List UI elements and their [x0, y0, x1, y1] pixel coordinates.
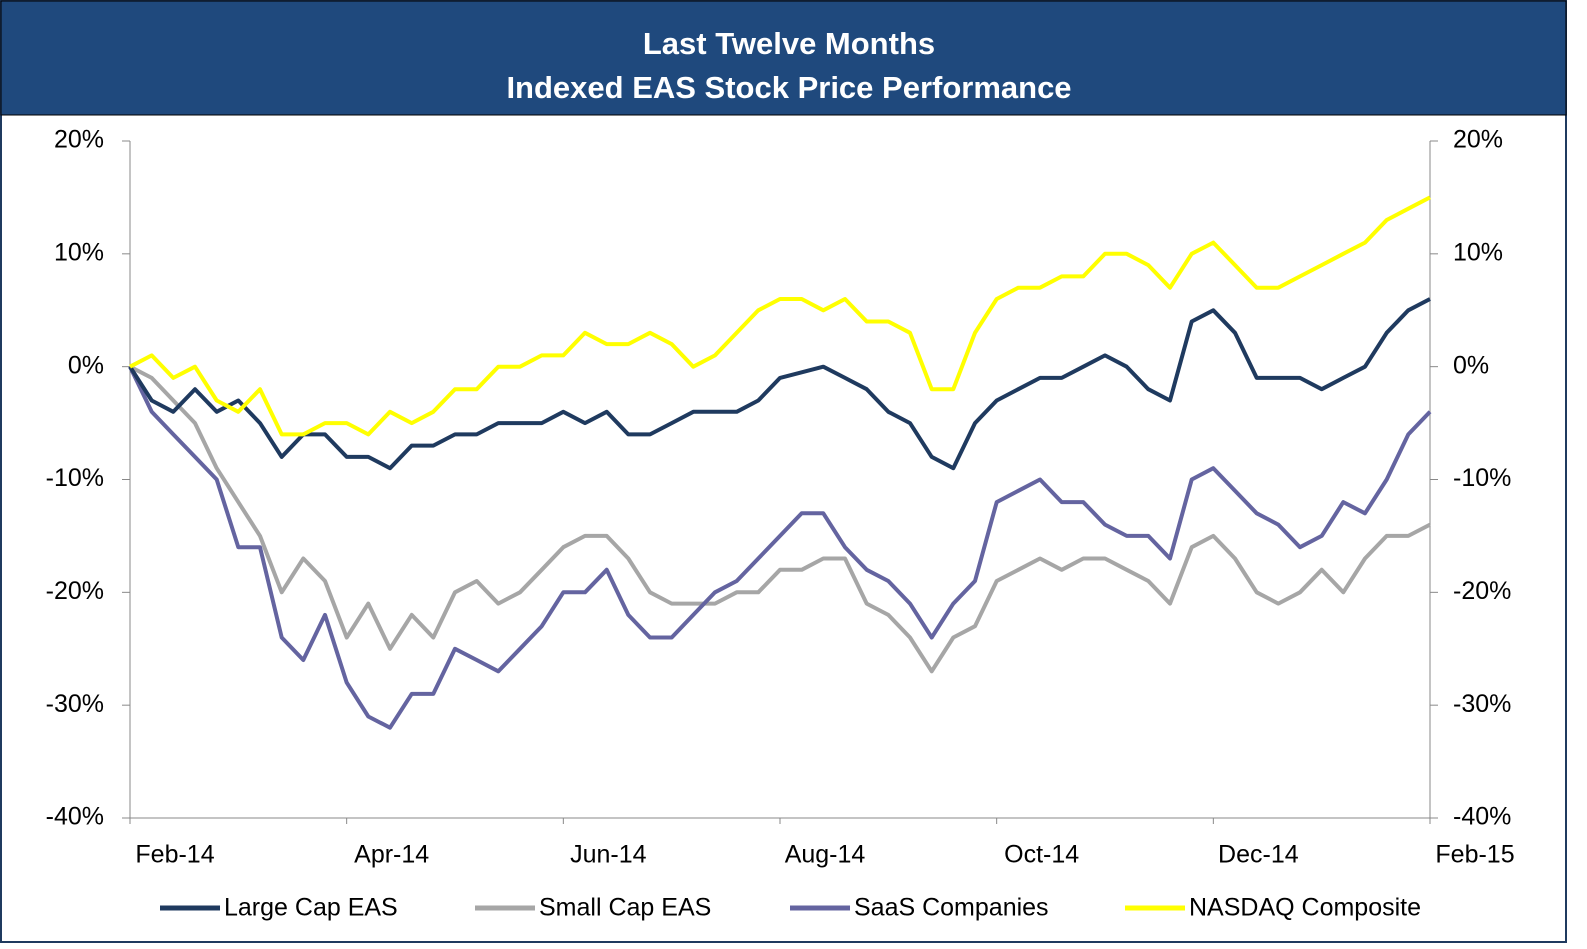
legend-label: Large Cap EAS	[224, 894, 398, 922]
y-tick-label: -20%	[46, 577, 104, 605]
x-tick-label: Apr-14	[354, 841, 429, 869]
y-tick-label: -30%	[46, 690, 104, 718]
series-line	[128, 365, 1432, 730]
series-line	[128, 297, 1431, 471]
y2-tick-label: -10%	[1453, 464, 1511, 492]
legend-label: NASDAQ Composite	[1189, 894, 1421, 922]
x-tick-label: Feb-14	[135, 841, 214, 869]
chart-subtitle: Indexed EAS Stock Price Performance	[506, 70, 1071, 105]
y-tick-label: -10%	[46, 464, 104, 492]
y-tick-label: -40%	[46, 803, 104, 831]
x-tick-label: Oct-14	[1004, 841, 1079, 869]
series-line	[129, 364, 1431, 674]
legend-label: SaaS Companies	[854, 894, 1049, 922]
y2-tick-label: 20%	[1453, 126, 1503, 154]
y-tick-label: 10%	[54, 238, 104, 266]
y2-tick-label: 10%	[1453, 238, 1503, 266]
x-tick-label: Feb-15	[1435, 841, 1514, 869]
y2-tick-label: -20%	[1453, 577, 1511, 605]
y-tick-label: 0%	[68, 351, 104, 379]
x-tick-label: Dec-14	[1218, 841, 1299, 869]
x-tick-label: Aug-14	[785, 841, 866, 869]
y-tick-label: 20%	[54, 126, 104, 154]
legend-label: Small Cap EAS	[539, 894, 711, 922]
y2-tick-label: -30%	[1453, 690, 1511, 718]
chart-title: Last Twelve Months	[643, 26, 935, 61]
x-tick-label: Jun-14	[570, 841, 647, 869]
y2-tick-label: 0%	[1453, 351, 1489, 379]
y2-tick-label: -40%	[1453, 803, 1511, 831]
header	[0, 0, 1567, 116]
series-line	[129, 195, 1431, 437]
